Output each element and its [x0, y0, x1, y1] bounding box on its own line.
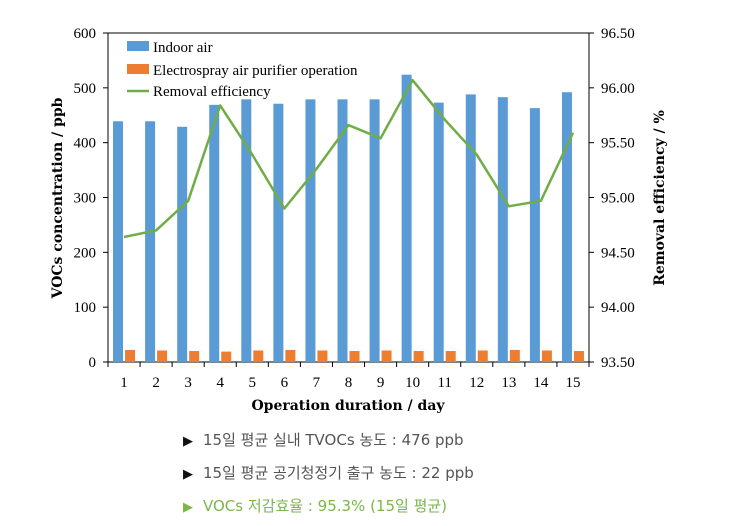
y-tick-label: 100 [74, 300, 97, 316]
bar-purifier-day-15 [573, 351, 584, 362]
y2-tick-label: 93.50 [601, 355, 635, 371]
x-tick-label: 7 [313, 375, 321, 391]
summary-notes: ▶ 15일 평균 실내 TVOCs 농도 : 476 ppb ▶ 15일 평균 공기… [183, 424, 474, 523]
y2-tick-label: 94.00 [601, 300, 635, 316]
bar-indoor-day-13 [497, 97, 508, 362]
triangle-right-icon: ▶ [183, 434, 193, 449]
note-indoor-average: ▶ 15일 평균 실내 TVOCs 농도 : 476 ppb [183, 424, 474, 457]
bar-purifier-day-14 [541, 350, 552, 362]
bar-indoor-day-12 [465, 94, 476, 362]
x-tick-label: 11 [437, 375, 451, 391]
y2-tick-label: 96.00 [601, 81, 635, 97]
y-axis-title: VOCs concentration / ppb [50, 97, 66, 299]
bar-purifier-day-10 [413, 351, 424, 362]
bar-purifier-day-9 [381, 350, 392, 362]
bar-indoor-day-9 [369, 99, 380, 363]
y2-axis-title: Removal efficiency / % [652, 110, 668, 286]
legend-label-indoor: Indoor air [153, 40, 213, 56]
bar-purifier-day-12 [477, 350, 488, 362]
x-tick-label: 6 [281, 375, 289, 391]
bar-purifier-day-6 [285, 349, 296, 362]
x-tick-label: 9 [377, 375, 385, 391]
bar-indoor-day-11 [433, 102, 444, 362]
bar-indoor-day-2 [145, 121, 156, 362]
x-tick-label: 5 [249, 375, 257, 391]
legend-swatch-indoor [127, 41, 149, 51]
bar-indoor-day-14 [529, 108, 540, 362]
bar-indoor-day-6 [273, 103, 284, 363]
y2-tick-label: 94.50 [601, 245, 635, 261]
x-tick-label: 4 [216, 375, 224, 391]
y-axis-ticks: 0 100 200 300 400 500 600 [74, 26, 108, 371]
x-tick-label: 14 [533, 375, 549, 391]
x-axis-ticks: 1 2 3 4 5 6 7 8 9 10 11 12 13 14 15 [107, 362, 590, 391]
y2-tick-label: 95.50 [601, 136, 635, 152]
bar-purifier-day-2 [157, 350, 168, 362]
y-tick-label: 300 [74, 191, 97, 207]
y-tick-label: 0 [89, 355, 97, 371]
bar-indoor-day-7 [305, 99, 316, 363]
bar-purifier-day-4 [221, 351, 232, 362]
note-outlet-average: ▶ 15일 평균 공기청정기 출구 농도 : 22 ppb [183, 457, 474, 490]
triangle-right-icon: ▶ [183, 500, 193, 515]
bar-purifier-day-11 [445, 351, 456, 362]
bar-indoor-day-5 [241, 99, 252, 363]
y2-axis-ticks: 93.50 94.00 94.50 95.00 95.50 96.00 96.50 [589, 26, 635, 371]
indoor-air-bars [113, 74, 572, 363]
note-text: 15일 평균 공기청정기 출구 농도 : 22 ppb [203, 464, 474, 482]
bar-indoor-day-8 [337, 99, 348, 363]
y2-tick-label: 95.00 [601, 191, 635, 207]
chart: 0 100 200 300 400 500 600 93.50 94.00 94.50 95.00… [50, 26, 668, 414]
x-axis-title: Operation duration / day [251, 398, 445, 414]
y-tick-label: 200 [74, 245, 97, 261]
legend-swatch-purifier [127, 64, 149, 74]
bar-purifier-day-5 [253, 350, 264, 362]
x-tick-label: 12 [469, 375, 484, 391]
purifier-bars [125, 349, 584, 362]
x-tick-label: 3 [184, 375, 192, 391]
x-tick-label: 10 [405, 375, 420, 391]
legend-label-efficiency: Removal efficiency [153, 84, 271, 100]
x-tick-label: 15 [565, 375, 580, 391]
y-tick-label: 500 [74, 81, 97, 97]
bar-purifier-day-3 [189, 351, 200, 362]
x-tick-label: 1 [120, 375, 128, 391]
bar-purifier-day-8 [349, 351, 360, 362]
note-text: 15일 평균 실내 TVOCs 농도 : 476 ppb [203, 431, 464, 449]
x-tick-label: 8 [345, 375, 353, 391]
note-text: VOCs 저감효율 : 95.3% (15일 평균) [203, 497, 448, 515]
x-tick-label: 13 [501, 375, 516, 391]
bar-indoor-day-15 [561, 92, 572, 362]
bar-purifier-day-13 [509, 349, 520, 362]
note-removal-efficiency: ▶ VOCs 저감효율 : 95.3% (15일 평균) [183, 490, 474, 523]
x-tick-label: 2 [152, 375, 160, 391]
y2-tick-label: 96.50 [601, 26, 635, 42]
y-tick-label: 600 [74, 26, 97, 42]
bar-indoor-day-10 [401, 74, 412, 362]
bar-indoor-day-1 [113, 121, 124, 362]
bar-purifier-day-7 [317, 350, 328, 362]
legend-label-purifier: Electrospray air purifier operation [153, 63, 358, 79]
removal-efficiency-line [123, 78, 575, 239]
bar-indoor-day-4 [209, 104, 220, 362]
legend: Indoor air Electrospray air purifier ope… [127, 40, 358, 100]
bar-indoor-day-3 [177, 126, 188, 362]
bar-purifier-day-1 [125, 349, 136, 362]
y-tick-label: 400 [74, 136, 97, 152]
triangle-right-icon: ▶ [183, 467, 193, 482]
